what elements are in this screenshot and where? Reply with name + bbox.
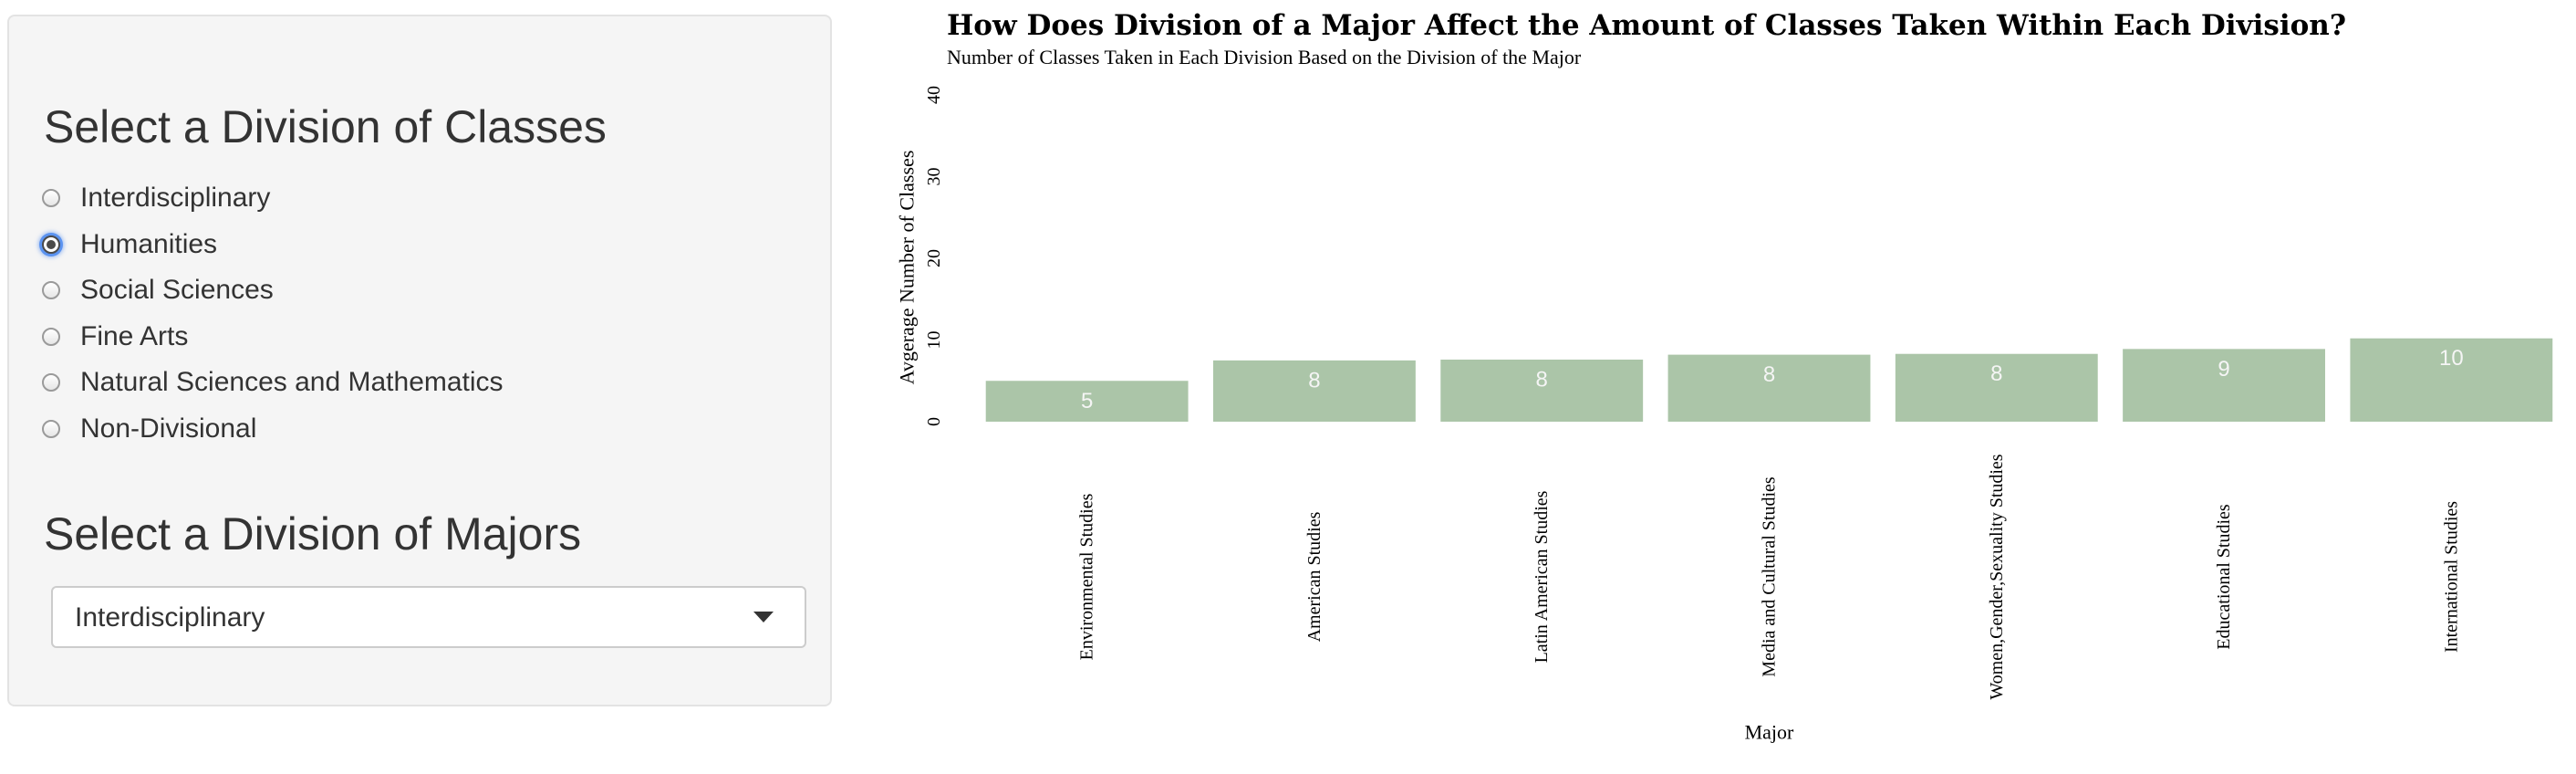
bar-value-label: 8 — [1763, 362, 1775, 387]
chevron-down-icon[interactable] — [753, 612, 774, 622]
bar — [1667, 354, 1871, 422]
bar-value-label: 8 — [1990, 361, 2002, 386]
y-tick-label: 20 — [924, 249, 944, 267]
bar — [1895, 353, 2098, 422]
x-tick-label: Educational Studies — [2214, 504, 2234, 650]
radio-label: Natural Sciences and Mathematics — [80, 367, 504, 398]
y-tick-label: 30 — [924, 168, 944, 186]
x-tick-label: International Studies — [2441, 501, 2461, 653]
radio-button[interactable] — [42, 373, 60, 392]
radio-button[interactable] — [42, 281, 60, 300]
major-division-select-value: Interdisciplinary — [75, 602, 265, 633]
bar — [985, 381, 1189, 422]
y-tick-label: 40 — [924, 86, 944, 104]
bar — [1212, 360, 1416, 422]
bar-value-label: 9 — [2218, 357, 2229, 382]
radio-option[interactable]: Fine Arts — [42, 314, 504, 361]
radio-label: Non-Divisional — [80, 413, 257, 444]
bar-value-label: 5 — [1081, 389, 1093, 413]
x-tick-label: Media and Cultural Studies — [1760, 476, 1780, 677]
bar-value-label: 8 — [1308, 368, 1320, 392]
sidebar-panel: Select a Division of Classes Interdiscip… — [7, 15, 832, 706]
radio-label: Interdisciplinary — [80, 183, 271, 214]
bar — [2350, 338, 2553, 422]
bar — [2123, 349, 2326, 422]
bar-value-label: 8 — [1536, 367, 1548, 392]
radio-button[interactable] — [42, 327, 60, 346]
classes-heading: Select a Division of Classes — [44, 101, 607, 152]
radio-option[interactable]: Humanities — [42, 222, 504, 268]
radio-button[interactable] — [42, 419, 60, 438]
y-tick-label: 0 — [924, 417, 944, 426]
bar-value-label: 10 — [2439, 346, 2464, 371]
majors-heading: Select a Division of Majors — [44, 508, 582, 560]
chart-subtitle: Number of Classes Taken in Each Division… — [947, 46, 1582, 68]
x-tick-label: Women,Gender,Sexuality Studies — [1987, 454, 2007, 699]
x-tick-label: Latin American Studies — [1532, 490, 1552, 663]
radio-label: Fine Arts — [80, 320, 189, 351]
bar — [1440, 359, 1644, 422]
y-tick-label: 10 — [924, 331, 944, 350]
x-axis-label: Major — [1745, 721, 1794, 744]
radio-option[interactable]: Interdisciplinary — [42, 175, 504, 222]
y-axis-label: Avgerage Number of Classes — [896, 151, 919, 385]
radio-option[interactable]: Natural Sciences and Mathematics — [42, 360, 504, 406]
radio-label: Social Sciences — [80, 275, 274, 306]
radio-option[interactable]: Non-Divisional — [42, 406, 504, 453]
radio-label: Humanities — [80, 228, 218, 259]
radio-option[interactable]: Social Sciences — [42, 267, 504, 314]
x-tick-label: Environmental Studies — [1077, 493, 1097, 660]
chart-title: How Does Division of a Major Affect the … — [947, 9, 2346, 42]
x-tick-label: American Studies — [1304, 511, 1324, 642]
radio-button[interactable] — [42, 235, 60, 254]
major-division-select[interactable]: Interdisciplinary — [51, 586, 806, 648]
radio-button[interactable] — [42, 189, 60, 208]
class-division-radio-group: Interdisciplinary Humanities Social Scienc… — [42, 175, 504, 452]
